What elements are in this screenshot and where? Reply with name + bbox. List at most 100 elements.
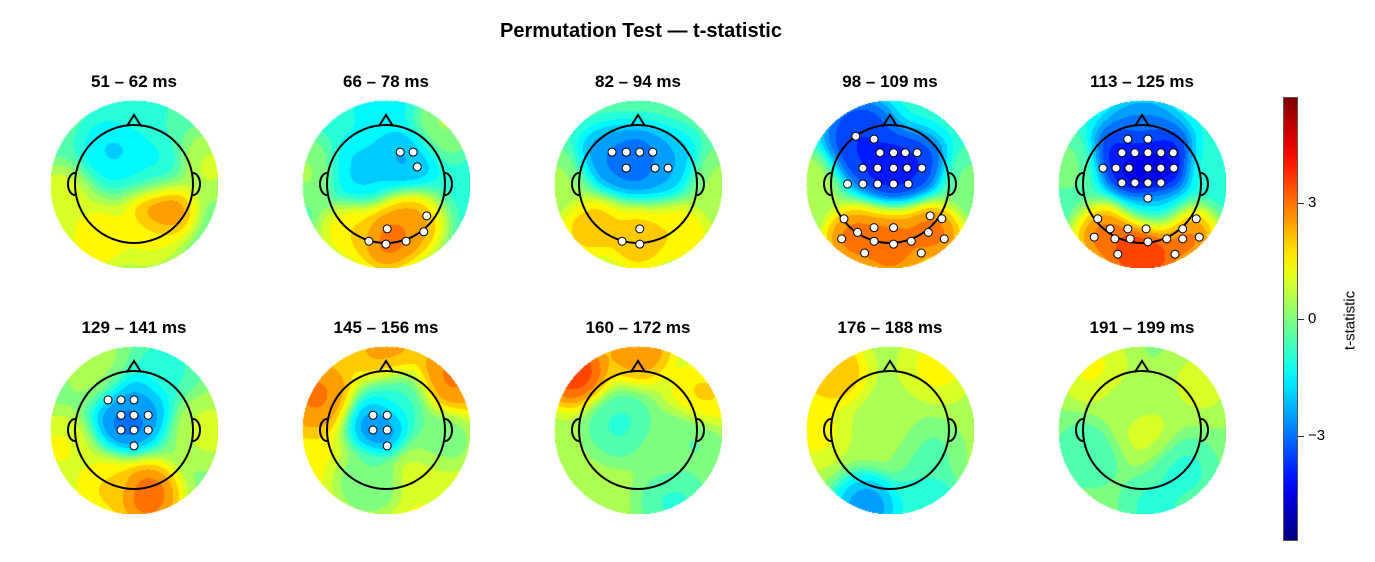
colorbar-tick: [1298, 436, 1304, 437]
significant-sensor-marker: [1143, 163, 1153, 173]
significant-sensor-marker: [837, 234, 847, 244]
topomap-title: 66 – 78 ms: [342, 72, 429, 91]
right-ear: [444, 418, 453, 442]
right-ear: [444, 172, 453, 196]
significant-sensor-marker: [408, 147, 418, 157]
topomap: 160 – 172 ms: [538, 318, 738, 558]
topomap-field: [50, 100, 218, 268]
topomap-field: [806, 346, 974, 514]
significant-sensor-marker: [1125, 234, 1135, 244]
head-circle: [1082, 124, 1202, 244]
head-outline-layer: [571, 359, 705, 490]
significant-sensor-marker: [129, 395, 139, 405]
significant-sensor-marker: [873, 163, 883, 173]
significant-sensor-marker: [1156, 163, 1166, 173]
significant-sensor-marker: [617, 236, 627, 246]
topomap-field: [1058, 346, 1226, 514]
significant-sensor-marker: [422, 211, 432, 221]
significant-sensor-marker: [858, 163, 868, 173]
head-outline-layer: [571, 113, 705, 249]
significant-sensor-marker: [1143, 237, 1153, 247]
significant-sensor-marker: [1178, 234, 1188, 244]
topomap-field: [554, 100, 722, 268]
topomap-title: 145 – 156 ms: [333, 318, 439, 337]
significant-sensor-marker: [382, 224, 392, 234]
topomap-title: 129 – 141 ms: [81, 318, 187, 337]
head-outline-layer: [67, 113, 201, 244]
significant-sensor-marker: [937, 214, 947, 224]
significant-sensor-marker: [860, 248, 870, 258]
significant-sensor-marker: [1156, 178, 1166, 188]
significant-sensor-marker: [129, 410, 139, 420]
colorbar-tick: [1298, 319, 1304, 320]
significant-sensor-marker: [364, 236, 374, 246]
head-circle: [578, 370, 698, 490]
significant-sensor-marker: [621, 147, 631, 157]
significant-sensor-marker: [1117, 148, 1127, 158]
colorbar-tick-label: 0: [1308, 310, 1317, 327]
significant-sensor-marker: [925, 211, 935, 221]
significant-sensor-marker: [143, 410, 153, 420]
significant-sensor-marker: [889, 148, 899, 158]
significant-sensor-marker: [1130, 178, 1140, 188]
head-outline-layer: [1075, 359, 1209, 490]
significant-sensor-marker: [368, 410, 378, 420]
left-ear: [1075, 172, 1084, 196]
significant-sensor-marker: [1089, 232, 1099, 242]
significant-sensor-marker: [923, 227, 933, 237]
significant-sensor-marker: [650, 163, 660, 173]
significant-sensor-marker: [1143, 134, 1153, 144]
topomap-title: 160 – 172 ms: [585, 318, 691, 337]
topomap-title: 176 – 188 ms: [837, 318, 943, 337]
significant-sensor-marker: [621, 163, 631, 173]
right-ear: [696, 418, 705, 442]
left-ear: [319, 172, 328, 196]
topomap-field: [554, 346, 722, 514]
head-outline-layer: [1075, 113, 1209, 259]
significant-sensor-marker: [1113, 249, 1123, 259]
significant-sensor-marker: [1191, 214, 1201, 224]
significant-sensor-marker: [116, 410, 126, 420]
significant-sensor-marker: [382, 410, 392, 420]
significant-sensor-marker: [395, 147, 405, 157]
significant-sensor-marker: [875, 148, 885, 158]
topomap: 191 – 199 ms: [1042, 318, 1242, 558]
significant-sensor-marker: [889, 179, 899, 189]
nose: [126, 359, 142, 373]
head-outline-layer: [823, 359, 957, 490]
topomap-title: 51 – 62 ms: [90, 72, 177, 91]
head-outline-layer: [319, 113, 453, 249]
head-circle: [1082, 370, 1202, 490]
topomap: 113 – 125 ms: [1042, 72, 1242, 312]
significant-sensor-marker: [858, 179, 868, 189]
right-ear: [696, 172, 705, 196]
significant-sensor-marker: [1170, 249, 1180, 259]
significant-sensor-marker: [382, 441, 392, 451]
significant-sensor-marker: [869, 236, 879, 246]
colorbar-label: t-statistic: [1341, 290, 1359, 351]
significant-sensor-marker: [1105, 224, 1115, 234]
significant-sensor-marker: [401, 236, 411, 246]
significant-sensor-marker: [635, 239, 645, 249]
significant-sensor-marker: [869, 134, 879, 144]
significant-sensor-marker: [663, 163, 673, 173]
figure-title: Permutation Test — t-statistic: [500, 20, 782, 42]
significant-sensor-marker: [917, 163, 927, 173]
significant-sensor-marker: [939, 234, 949, 244]
significant-sensor-marker: [889, 223, 899, 233]
significant-sensor-marker: [916, 248, 926, 258]
significant-sensor-marker: [903, 179, 913, 189]
significant-sensor-marker: [635, 224, 645, 234]
colorbar-tick-label: 3: [1308, 194, 1317, 211]
head-circle: [326, 370, 446, 490]
significant-sensor-marker: [1093, 214, 1103, 224]
significant-sensor-marker: [1143, 178, 1153, 188]
colorbar-tick: [1298, 203, 1304, 204]
significant-sensor-marker: [103, 395, 113, 405]
significant-sensor-marker: [1162, 234, 1172, 244]
head-circle: [74, 124, 194, 244]
head-circle: [74, 370, 194, 490]
significant-sensor-marker: [900, 148, 910, 158]
significant-sensor-marker: [1110, 234, 1120, 244]
right-ear: [192, 172, 201, 196]
